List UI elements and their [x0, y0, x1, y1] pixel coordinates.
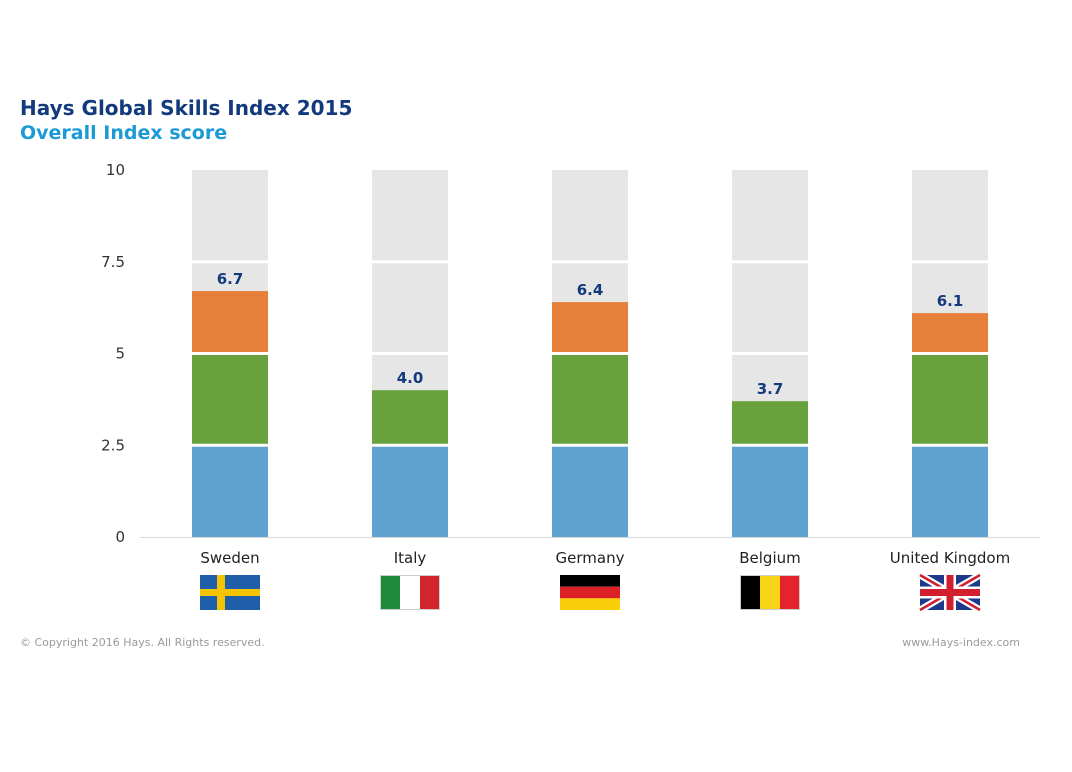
y-tick-label: 7.5	[101, 253, 125, 271]
data-label: 3.7	[757, 380, 784, 398]
data-label: 4.0	[397, 369, 424, 387]
bar-segment	[912, 446, 988, 537]
bar-background-segment	[192, 170, 268, 261]
data-label: 6.1	[937, 292, 964, 310]
copyright-text: © Copyright 2016 Hays. All Rights reserv…	[20, 636, 265, 649]
uk-flag-icon	[918, 571, 982, 614]
x-tick-label: Belgium	[739, 549, 801, 567]
data-label: 6.7	[217, 270, 244, 288]
bar-segment	[912, 313, 988, 352]
data-label: 6.4	[577, 281, 604, 299]
bar-segment	[912, 355, 988, 444]
germany-flag-icon	[560, 575, 620, 610]
y-tick-label: 2.5	[101, 436, 125, 454]
belgium-flag-icon	[740, 575, 800, 610]
chart-subtitle: Overall Index score	[20, 122, 228, 144]
y-tick-label: 10	[106, 161, 125, 179]
bar-background-segment	[732, 263, 808, 352]
x-tick-label: Italy	[394, 549, 427, 567]
bar-segment	[552, 446, 628, 537]
bar-segment	[552, 355, 628, 444]
bar-segment	[552, 302, 628, 352]
bar-germany: 6.4	[552, 170, 628, 537]
bar-segment	[192, 291, 268, 352]
bar-background-segment	[372, 170, 448, 261]
x-tick-label: Germany	[556, 549, 625, 567]
y-tick-label: 5	[115, 345, 125, 363]
website-link[interactable]: www.Hays-index.com	[902, 636, 1020, 649]
bar-background-segment	[912, 170, 988, 261]
bar-segment	[192, 446, 268, 537]
bar-united-kingdom: 6.1	[912, 170, 988, 537]
bar-background-segment	[552, 170, 628, 261]
bar-background-segment	[732, 170, 808, 261]
y-tick-label: 0	[115, 528, 125, 546]
bar-italy: 4.0	[372, 170, 448, 537]
bar-segment	[192, 355, 268, 444]
bar-segment	[732, 401, 808, 444]
italy-flag-icon	[380, 575, 440, 610]
bar-segment	[372, 390, 448, 444]
x-tick-label: Sweden	[200, 549, 259, 567]
sweden-flag-icon	[200, 575, 260, 610]
bar-segment	[372, 446, 448, 537]
bar-segment	[732, 446, 808, 537]
bar-belgium: 3.7	[732, 170, 808, 537]
x-tick-label: United Kingdom	[890, 549, 1010, 567]
bar-background-segment	[372, 263, 448, 352]
bar-sweden: 6.7	[192, 170, 268, 537]
chart-title: Hays Global Skills Index 2015	[20, 96, 353, 120]
